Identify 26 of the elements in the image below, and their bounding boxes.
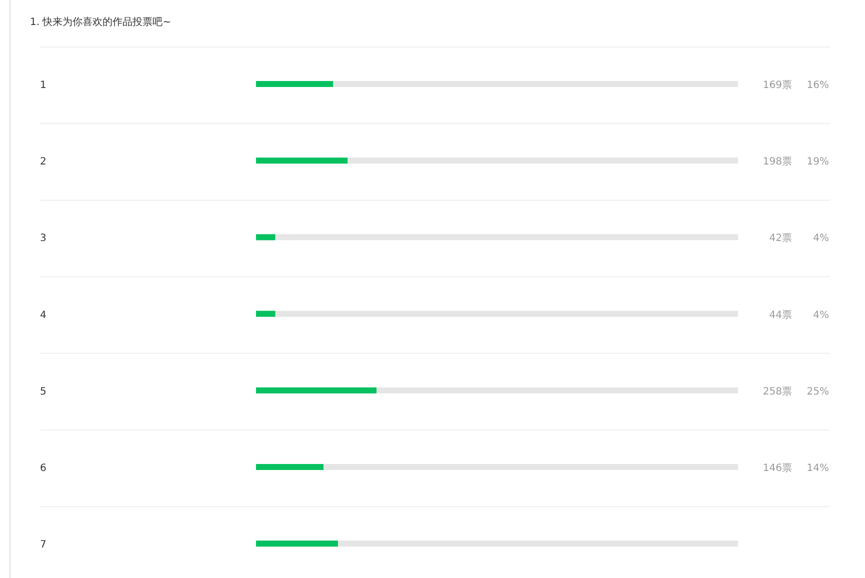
bar bbox=[256, 81, 334, 87]
text: 44票 bbox=[769, 310, 792, 321]
data-label: 14% bbox=[806, 463, 829, 474]
data-label: 4% bbox=[813, 233, 829, 244]
text: 169票 bbox=[762, 80, 792, 91]
data-label: 19% bbox=[806, 156, 829, 168]
y-tick-label: 1 bbox=[40, 80, 46, 91]
bar bbox=[256, 310, 276, 317]
y-tick-label: 3 bbox=[40, 233, 46, 244]
y-tick-label: 7 bbox=[40, 540, 46, 551]
text: 258票 bbox=[762, 386, 792, 398]
text: 1. 快来为你喜欢的作品投票吧~ bbox=[30, 16, 172, 28]
bar bbox=[256, 540, 338, 547]
y-tick-label: 6 bbox=[40, 463, 46, 474]
bar bbox=[256, 234, 276, 240]
text: 42票 bbox=[769, 233, 792, 244]
y-tick-label: 4 bbox=[40, 310, 46, 321]
data-label: 16% bbox=[806, 80, 829, 91]
data-label: 25% bbox=[806, 386, 829, 398]
data-label: 4% bbox=[813, 310, 829, 321]
bar bbox=[256, 464, 324, 470]
bar bbox=[256, 158, 348, 164]
y-tick-label: 2 bbox=[40, 156, 46, 168]
text: 146票 bbox=[762, 463, 792, 474]
text: 198票 bbox=[762, 156, 792, 168]
y-tick-label: 5 bbox=[40, 386, 46, 398]
